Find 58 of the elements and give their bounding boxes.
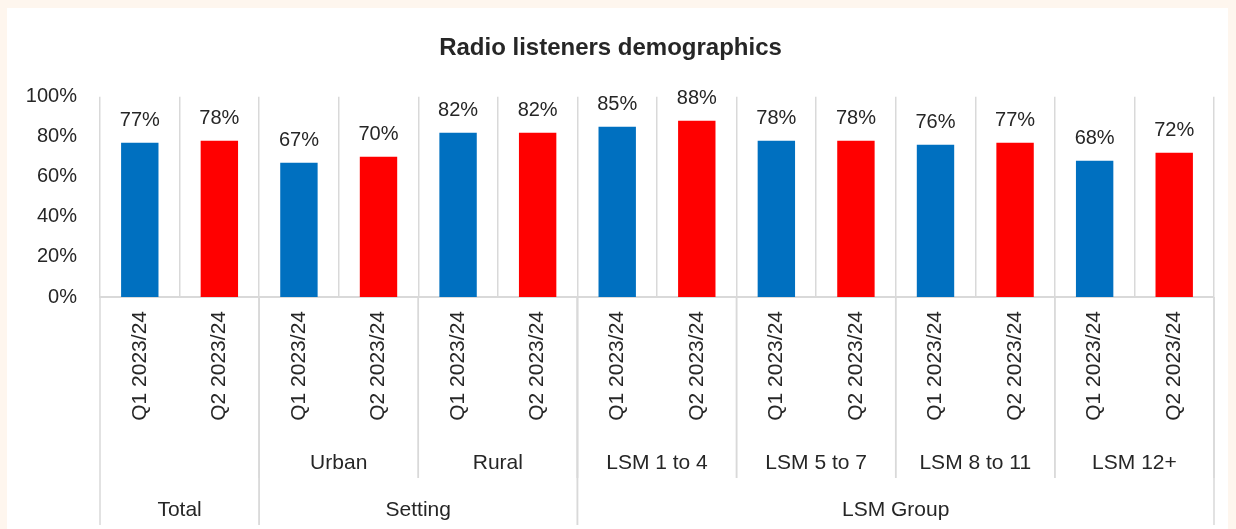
data-label: 78% xyxy=(835,105,877,128)
data-label: 77% xyxy=(119,107,161,130)
data-label: 78% xyxy=(199,105,240,128)
y-tick-label: 20% xyxy=(36,244,78,267)
x-tick-label: Q1 2023/24 xyxy=(922,310,946,421)
bar xyxy=(996,142,1034,297)
y-tick-label: 0% xyxy=(48,284,78,307)
text: Urban xyxy=(310,449,368,473)
x-tick-label: Q1 2023/24 xyxy=(1081,310,1105,421)
data-label: 82% xyxy=(517,97,558,120)
bar xyxy=(121,142,159,297)
data-label: 88% xyxy=(676,85,718,108)
x-tick-label: Q2 2023/24 xyxy=(1161,310,1185,421)
bar xyxy=(678,120,716,297)
x-tick-label: Q2 2023/24 xyxy=(206,310,230,421)
bar xyxy=(598,126,636,297)
bar xyxy=(439,132,477,297)
x-tick-label: Q2 2023/24 xyxy=(683,310,707,421)
data-label: 77% xyxy=(995,107,1036,130)
text: LSM 12+ xyxy=(1092,449,1177,473)
bar xyxy=(757,140,796,297)
bar xyxy=(916,144,955,297)
text: Setting xyxy=(385,496,451,520)
bar xyxy=(1155,152,1193,297)
x-tick-label: Q2 2023/24 xyxy=(842,310,866,421)
x-tick-label: Q1 2023/24 xyxy=(604,310,628,421)
data-label: 78% xyxy=(756,105,797,128)
x-tick-label: Q2 2023/24 xyxy=(365,310,389,421)
text: LSM Group xyxy=(842,496,950,520)
x-tick-label: Q2 2023/24 xyxy=(1001,310,1025,421)
x-tick-label: Q1 2023/24 xyxy=(444,310,468,421)
bar xyxy=(280,162,318,297)
bar xyxy=(1075,160,1114,297)
text: Rural xyxy=(472,449,523,473)
bar xyxy=(200,140,239,297)
text: LSM 5 to 7 xyxy=(765,449,867,473)
y-tick-label: 40% xyxy=(36,204,78,227)
data-label: 68% xyxy=(1074,125,1115,148)
data-label: 85% xyxy=(597,91,638,114)
text: Total xyxy=(157,496,202,520)
x-tick-label: Q2 2023/24 xyxy=(524,310,548,421)
y-tick-label: 100% xyxy=(25,84,78,107)
y-tick-label: 80% xyxy=(36,124,78,147)
x-tick-label: Q1 2023/24 xyxy=(763,310,787,421)
data-label: 76% xyxy=(915,109,956,132)
data-label: 67% xyxy=(278,127,320,150)
chart-title: Radio listeners demographics xyxy=(439,33,782,61)
data-label: 72% xyxy=(1154,117,1195,140)
bar xyxy=(359,156,398,297)
text: LSM 1 to 4 xyxy=(606,449,709,473)
bar xyxy=(837,140,875,297)
y-tick-label: 60% xyxy=(36,164,78,187)
data-label: 82% xyxy=(438,97,479,120)
data-label: 70% xyxy=(358,121,399,144)
x-tick-label: Q1 2023/24 xyxy=(285,310,309,421)
x-tick-label: Q1 2023/24 xyxy=(126,310,150,421)
text: LSM 8 to 11 xyxy=(919,449,1032,473)
bar xyxy=(518,132,557,297)
